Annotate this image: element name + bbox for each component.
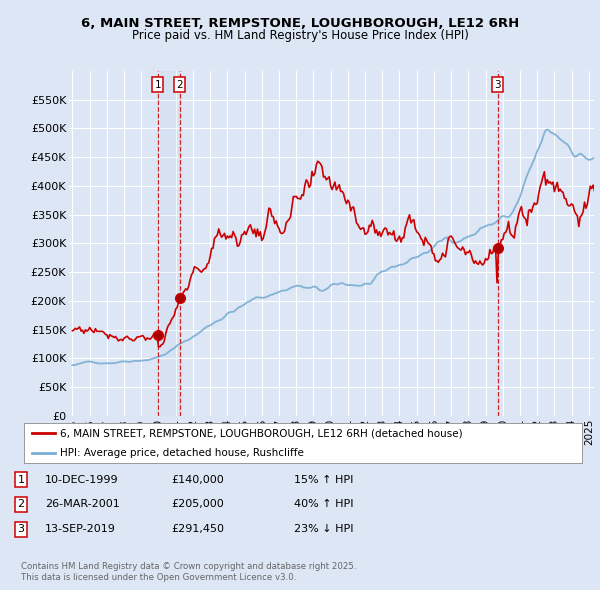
Text: HPI: Average price, detached house, Rushcliffe: HPI: Average price, detached house, Rush… <box>60 448 304 458</box>
Bar <box>158 71 179 416</box>
Text: Contains HM Land Registry data © Crown copyright and database right 2025.
This d: Contains HM Land Registry data © Crown c… <box>21 562 356 582</box>
Text: 15% ↑ HPI: 15% ↑ HPI <box>294 475 353 484</box>
Text: 40% ↑ HPI: 40% ↑ HPI <box>294 500 353 509</box>
Text: 10-DEC-1999: 10-DEC-1999 <box>45 475 119 484</box>
Text: 1: 1 <box>17 475 25 484</box>
Text: 13-SEP-2019: 13-SEP-2019 <box>45 525 116 534</box>
Text: 2: 2 <box>176 80 183 90</box>
Text: 6, MAIN STREET, REMPSTONE, LOUGHBOROUGH, LE12 6RH (detached house): 6, MAIN STREET, REMPSTONE, LOUGHBOROUGH,… <box>60 428 463 438</box>
Text: 23% ↓ HPI: 23% ↓ HPI <box>294 525 353 534</box>
Text: 6, MAIN STREET, REMPSTONE, LOUGHBOROUGH, LE12 6RH: 6, MAIN STREET, REMPSTONE, LOUGHBOROUGH,… <box>81 17 519 30</box>
Text: Price paid vs. HM Land Registry's House Price Index (HPI): Price paid vs. HM Land Registry's House … <box>131 29 469 42</box>
Text: 3: 3 <box>494 80 501 90</box>
Text: £140,000: £140,000 <box>171 475 224 484</box>
Text: £291,450: £291,450 <box>171 525 224 534</box>
Text: £205,000: £205,000 <box>171 500 224 509</box>
Text: 1: 1 <box>154 80 161 90</box>
Text: 3: 3 <box>17 525 25 534</box>
Text: 26-MAR-2001: 26-MAR-2001 <box>45 500 120 509</box>
Text: 2: 2 <box>17 500 25 509</box>
